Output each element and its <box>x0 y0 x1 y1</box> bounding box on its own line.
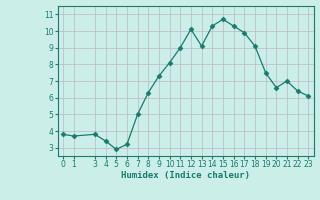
X-axis label: Humidex (Indice chaleur): Humidex (Indice chaleur) <box>121 171 250 180</box>
